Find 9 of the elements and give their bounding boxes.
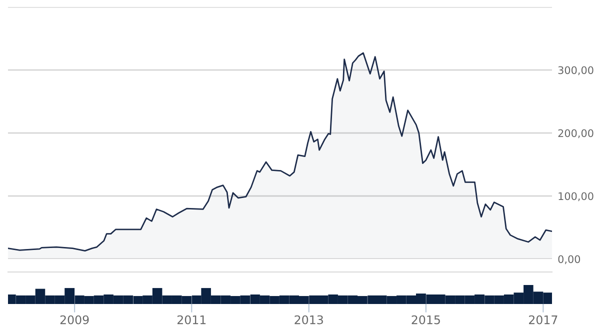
x-tick-label: 2017 [529,315,558,324]
y-tick-label: 300,00 [558,66,594,76]
x-tick-label: 2015 [412,315,440,324]
x-tick-label: 2013 [294,315,323,324]
y-tick-label: 200,00 [558,129,594,138]
y-tick-label: 100,00 [558,192,594,202]
x-tick-label: 2011 [177,315,206,324]
x-tick-label: 2009 [60,315,89,324]
y-tick-label: 0,00 [558,255,580,264]
